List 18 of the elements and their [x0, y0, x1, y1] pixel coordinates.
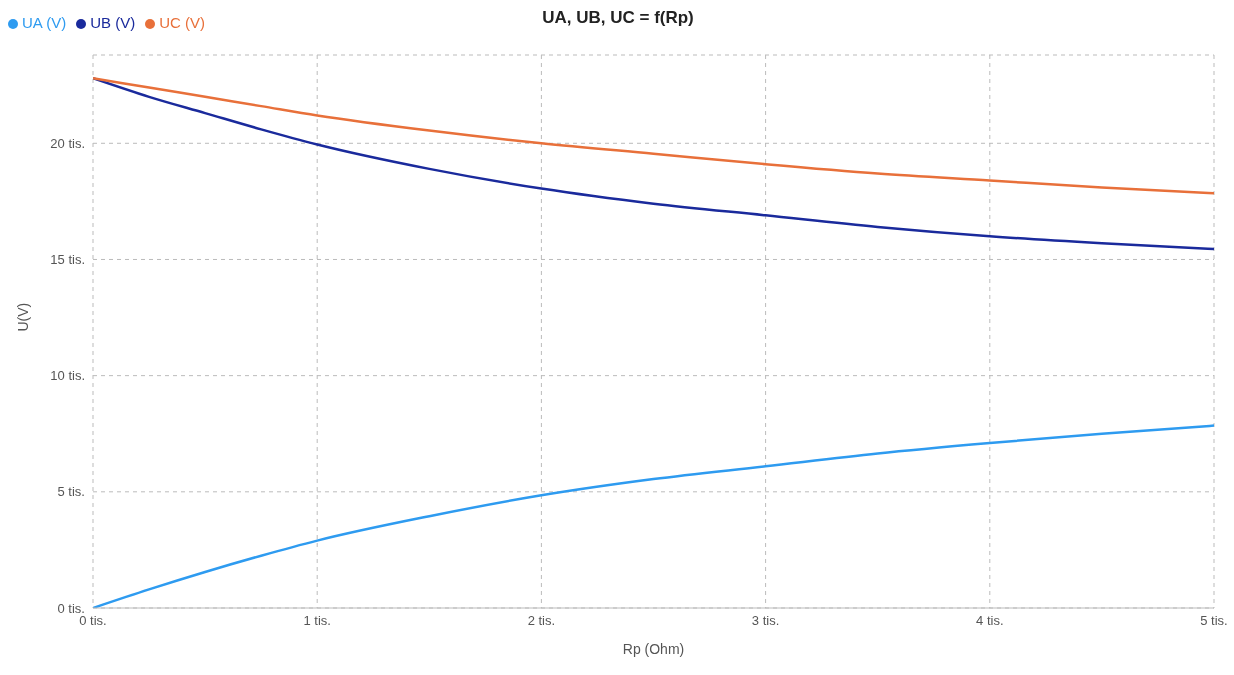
- y-tick-label: 0 tis.: [57, 600, 85, 616]
- chart-title: UA, UB, UC = f(Rp): [542, 8, 694, 27]
- x-tick-label: 1 tis.: [303, 613, 331, 629]
- y-tick-label: 10 tis.: [50, 368, 85, 384]
- y-tick-label: 20 tis.: [50, 135, 85, 151]
- y-axis-title: U(V): [14, 302, 31, 332]
- y-tick-label: 5 tis.: [57, 484, 85, 500]
- x-tick-label: 2 tis.: [527, 613, 556, 629]
- legend-label: UC (V): [159, 14, 206, 31]
- legend-label: UA (V): [22, 14, 67, 31]
- x-tick-label: 4 tis.: [976, 613, 1004, 629]
- x-tick-label: 5 tis.: [1200, 613, 1228, 629]
- x-tick-label: 3 tis.: [751, 613, 780, 629]
- y-tick-label: 15 tis.: [50, 252, 85, 268]
- line-series: [93, 76, 1214, 195]
- x-axis-title: Rp (Ohm): [622, 641, 685, 657]
- x-tick-label: 0 tis.: [79, 613, 107, 629]
- legend-label: UB (V): [90, 14, 136, 31]
